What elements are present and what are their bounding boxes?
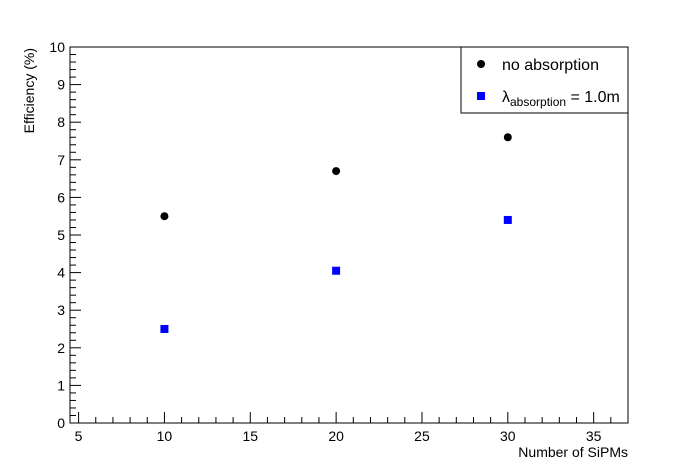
legend-marker xyxy=(477,92,485,100)
data-point-square xyxy=(160,325,169,333)
legend: no absorption λabsorption = 1.0m xyxy=(460,46,629,114)
y-tick-label: 8 xyxy=(57,114,65,130)
x-axis-label: Number of SiPMs xyxy=(518,444,628,460)
x-tick-label: 15 xyxy=(242,428,258,444)
y-tick-label: 9 xyxy=(57,77,65,93)
x-tick-label: 35 xyxy=(586,428,602,444)
x-tick-label: 25 xyxy=(414,428,430,444)
legend-label: λabsorption = 1.0m xyxy=(502,89,620,109)
data-point-circle xyxy=(332,167,341,176)
y-axis-label: Efficiency (%) xyxy=(21,48,37,133)
legend-box xyxy=(460,46,629,114)
x-tick-label: 5 xyxy=(75,428,83,444)
y-tick-label: 3 xyxy=(57,302,65,318)
x-tick-label: 30 xyxy=(500,428,516,444)
y-tick-label: 7 xyxy=(57,152,65,168)
x-tick-label: 10 xyxy=(157,428,173,444)
x-tick-label: 20 xyxy=(328,428,344,444)
data-point-square xyxy=(503,215,512,224)
data-point-circle xyxy=(160,212,169,221)
y-tick-label: 0 xyxy=(57,415,65,431)
y-tick-label: 2 xyxy=(57,340,65,356)
axes: 5 10 15 20 25 30 35 0 1 2 3 4 5 6 7 8 9 10 xyxy=(49,39,629,444)
data-points xyxy=(160,133,512,333)
y-tick-label: 6 xyxy=(57,189,65,205)
legend-label: no absorption xyxy=(502,57,599,74)
y-tick-label: 5 xyxy=(57,227,65,243)
legend-marker xyxy=(477,60,485,68)
data-point-square xyxy=(332,266,341,275)
y-tick-label: 1 xyxy=(57,377,65,393)
y-tick-label: 10 xyxy=(49,39,65,55)
data-point-circle xyxy=(503,133,512,142)
y-tick-label: 4 xyxy=(57,265,65,281)
